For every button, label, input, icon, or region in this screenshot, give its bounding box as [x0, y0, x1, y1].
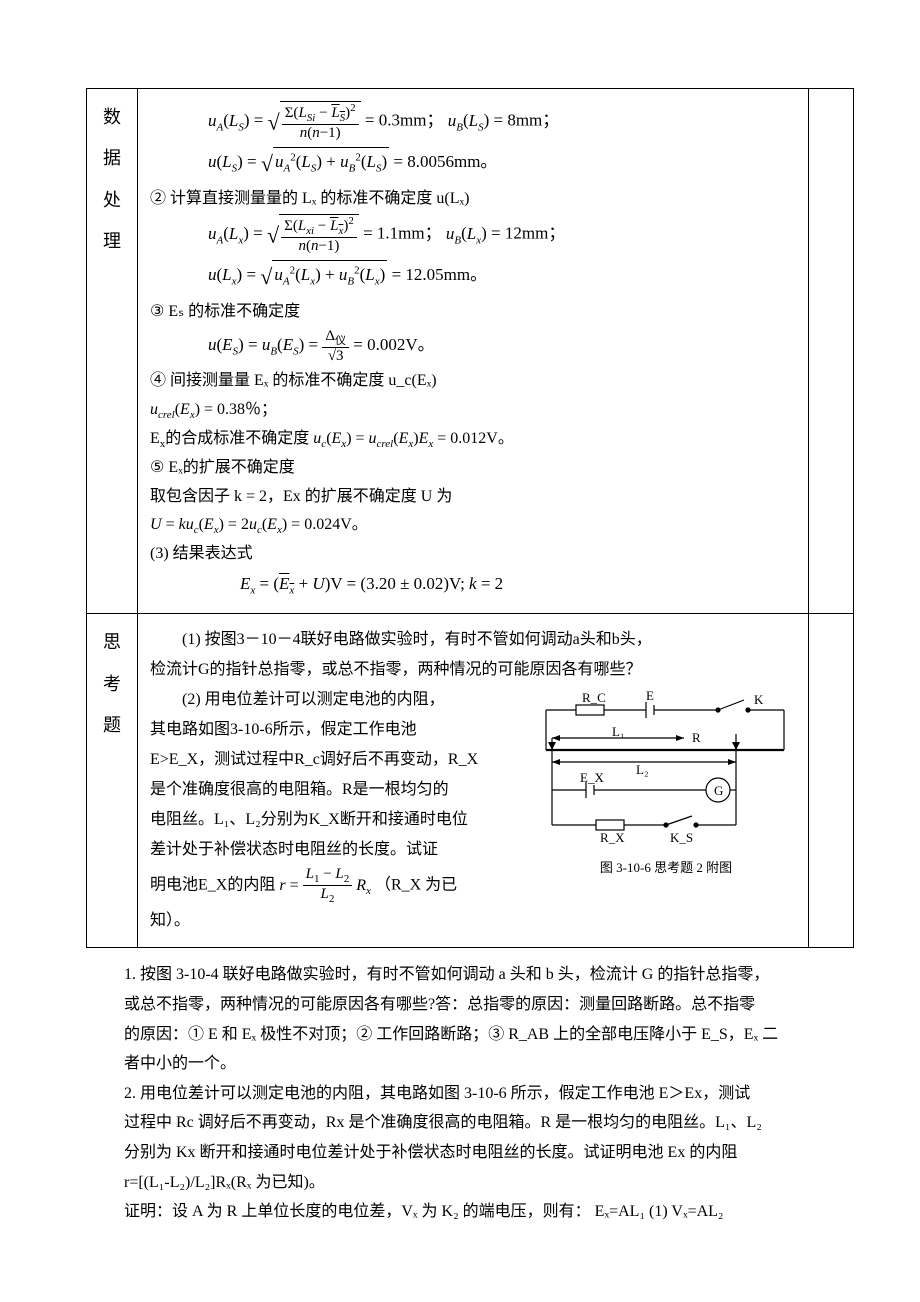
circuit-figure: R_C E K L₁ R L₂ E_X G R_X K_S 图 3-10-6 [536, 690, 796, 880]
ans-line: 的原因：① E 和 Eₓ 极性不对顶；② 工作回路断路；③ R_AB 上的全部电… [124, 1020, 850, 1050]
q1-line2: 检流计G的指针总指零，或总不指零，两种情况的可能原因各有哪些？ [150, 656, 796, 684]
ans-line: 证明：设 A 为 R 上单位长度的电位差，Vₓ 为 K₂ 的端电压，则有： Eₓ… [124, 1197, 850, 1227]
q2-line7-pre: 明电池E_X的内阻 [150, 877, 279, 894]
ans-line: 分别为 Kx 断开和接通时电位差计处于补偿状态时电阻丝的长度。试证明电池 Ex … [124, 1138, 850, 1168]
step4-heading: ④ 间接测量量 Eₓ 的标准不确定度 u_c(Eₓ) [150, 368, 796, 394]
row1-rightpad [809, 89, 854, 614]
row2-label-cell: 思 考 题 [87, 614, 138, 948]
formula-U: U = kuc(Ex) = 2uc(Ex) = 0.024V。 [150, 512, 796, 539]
ans-line: 者中小的一个。 [124, 1049, 850, 1079]
step5-line1: 取包含因子 k = 2，Ex 的扩展不确定度 U 为 [150, 484, 796, 510]
q2-line7-post: （R_X 为已 [375, 877, 457, 894]
step6-heading: (3) 结果表达式 [150, 541, 796, 567]
fig-label-e: E [646, 690, 654, 703]
label-char: 考 [93, 664, 131, 705]
label-char: 处 [93, 180, 131, 221]
label-char: 据 [93, 138, 131, 179]
row1-content-cell: uA(LS) = √Σ(LSi − LS)2n(n−1) = 0.3mm； uB… [138, 89, 809, 614]
formula-result: Ex = (Ex + U)V = (3.20 ± 0.02)V; k = 2 [150, 570, 796, 600]
ans-line: 过程中 Rc 调好后不再变动，Rx 是个准确度很高的电阻箱。R 是一根均匀的电阻… [124, 1108, 850, 1138]
main-table: 数 据 处 理 uA(LS) = √Σ(LSi − LS)2n(n−1) = 0… [86, 88, 854, 948]
fig-label-ex: E_X [580, 770, 604, 785]
label-char: 数 [93, 97, 131, 138]
fig-label-ks: K_S [670, 830, 693, 845]
ans-line: r=[(L₁-L₂)/L₂]Rₓ(Rₓ 为已知)。 [124, 1168, 850, 1198]
fig-label-g: G [714, 783, 723, 798]
row2-rightpad [809, 614, 854, 948]
formula-uA-Ls: uA(LS) = √Σ(LSi − LS)2n(n−1) = 0.3mm； uB… [150, 101, 796, 142]
fig-label-rc: R_C [582, 690, 606, 705]
row1-label-cell: 数 据 处 理 [87, 89, 138, 614]
fig-label-rx: R_X [600, 830, 625, 845]
formula-uc-Ex: Ex的合成标准不确定度 uc(Ex) = ucrel(Ex)Ex = 0.012… [150, 426, 796, 453]
step3-heading: ③ Eₛ 的标准不确定度 [150, 299, 796, 325]
ans-line: 或总不指零，两种情况的可能原因各有哪些?答：总指零的原因：测量回路断路。总不指零 [124, 990, 850, 1020]
circuit-svg: R_C E K L₁ R L₂ E_X G R_X K_S [536, 690, 794, 855]
ans-line: 1. 按图 3-10-4 联好电路做实验时，有时不管如何调动 a 头和 b 头，… [124, 960, 850, 990]
label-char: 思 [93, 622, 131, 663]
formula-u-Ls: u(LS) = √uA2(LS) + uB2(LS) = 8.0056mm。 [150, 146, 796, 182]
formula-uA-Lx: uA(Lx) = √Σ(Lxi − Lx)2n(n−1) = 1.1mm； uB… [150, 214, 796, 255]
answers-block: 1. 按图 3-10-4 联好电路做实验时，有时不管如何调动 a 头和 b 头，… [86, 960, 854, 1226]
ans-line: 2. 用电位差计可以测定电池的内阻，其电路如图 3-10-6 所示，假定工作电池… [124, 1079, 850, 1109]
figure-caption: 图 3-10-6 思考题 2 附图 [600, 860, 732, 875]
label-char: 理 [93, 221, 131, 262]
formula-u-Es: u(ES) = uB(ES) = Δ仪√3 = 0.002V。 [150, 328, 796, 365]
fig-label-l1: L₁ [612, 724, 624, 739]
formula-u-Lx: u(Lx) = √uA2(Lx) + uB2(Lx) = 12.05mm。 [150, 259, 796, 295]
q1-line1: (1) 按图3－10－4联好电路做实验时，有时不管如何调动a头和b头， [150, 626, 796, 654]
step5-heading: ⑤ Eₓ的扩展不确定度 [150, 455, 796, 481]
row2-content-cell: (1) 按图3－10－4联好电路做实验时，有时不管如何调动a头和b头， 检流计G… [138, 614, 809, 948]
fig-label-r: R [692, 730, 701, 745]
step2-heading: ② 计算直接测量量的 Lₓ 的标准不确定度 u(Lₓ) [150, 186, 796, 212]
label-char: 题 [93, 705, 131, 746]
formula-ucrel: ucrel(Ex) = 0.38％； [150, 397, 796, 424]
q2-line8: 知）。 [150, 907, 796, 935]
fig-label-l2: L₂ [636, 762, 648, 777]
fig-label-k: K [754, 692, 764, 707]
